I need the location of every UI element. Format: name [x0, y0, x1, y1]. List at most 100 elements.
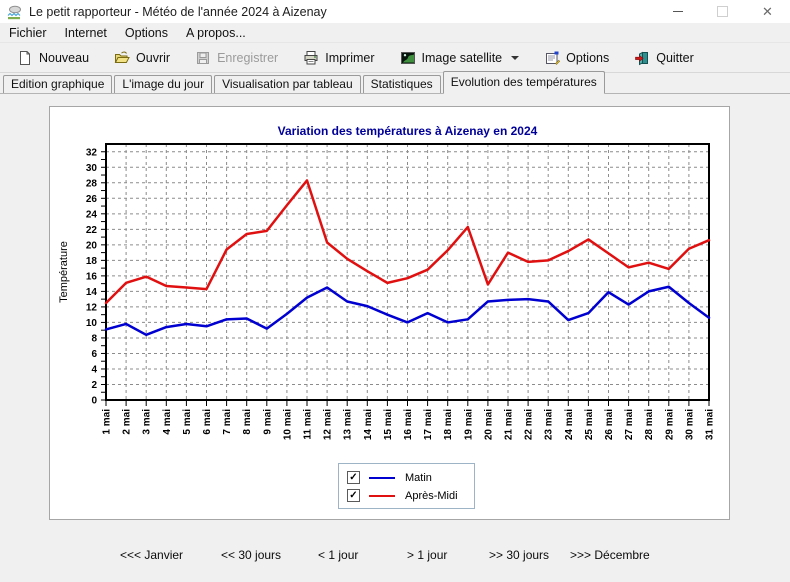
svg-text:22 mai: 22 mai — [524, 409, 535, 440]
quit-button-label: Quitter — [656, 50, 694, 65]
window-title: Le petit rapporteur - Météo de l'année 2… — [29, 4, 327, 19]
svg-text:24 mai: 24 mai — [564, 409, 575, 440]
svg-text:1 mai: 1 mai — [102, 409, 113, 435]
svg-text:26: 26 — [86, 194, 98, 205]
tab-bar: Edition graphique L'image du jour Visual… — [0, 71, 790, 94]
new-document-icon — [20, 50, 30, 65]
close-button[interactable]: ✕ — [745, 0, 790, 23]
toolbar: Nouveau Ouvrir Enregistrer Imprimer — [0, 43, 790, 73]
svg-text:7 mai: 7 mai — [222, 409, 233, 435]
open-button-label: Ouvrir — [136, 50, 171, 65]
new-button-label: Nouveau — [39, 50, 90, 65]
svg-text:2: 2 — [91, 380, 97, 391]
svg-text:Température: Température — [58, 241, 70, 303]
svg-text:4: 4 — [91, 364, 97, 375]
svg-text:14: 14 — [86, 287, 98, 298]
svg-text:16: 16 — [86, 271, 98, 282]
dropdown-arrow-icon[interactable] — [511, 55, 520, 60]
options-icon — [546, 51, 561, 65]
svg-text:29 mai: 29 mai — [664, 409, 675, 440]
nav-forward-1-jour[interactable]: > 1 jour — [407, 548, 448, 562]
svg-text:13 mai: 13 mai — [343, 409, 354, 440]
apres-midi-label: Après-Midi — [405, 489, 458, 502]
quit-button[interactable]: Quitter — [625, 47, 703, 69]
minimize-button[interactable] — [655, 0, 700, 23]
nav-back-30-jours[interactable]: << 30 jours — [221, 548, 282, 562]
maximize-button[interactable] — [700, 0, 745, 23]
svg-text:9 mai: 9 mai — [262, 409, 273, 435]
svg-text:20 mai: 20 mai — [483, 409, 494, 440]
svg-text:2 mai: 2 mai — [122, 409, 133, 435]
svg-text:3 mai: 3 mai — [142, 409, 153, 435]
nav-forward-30-jours[interactable]: >> 30 jours — [489, 548, 550, 562]
new-button[interactable]: Nouveau — [8, 47, 98, 69]
svg-text:30 mai: 30 mai — [684, 409, 695, 440]
svg-text:12 mai: 12 mai — [323, 409, 334, 440]
save-button: Enregistrer — [186, 47, 287, 69]
nav-back-1-jour[interactable]: < 1 jour — [318, 548, 359, 562]
open-button[interactable]: Ouvrir — [105, 47, 179, 69]
svg-text:26 mai: 26 mai — [604, 409, 615, 440]
legend-row-apres-midi: ✓ Après-Midi — [347, 488, 474, 503]
nav-decembre[interactable]: >>> Décembre — [570, 548, 650, 562]
minimize-icon — [672, 11, 683, 12]
options-button[interactable]: Options — [535, 47, 618, 69]
matin-checkbox[interactable]: ✓ — [347, 471, 360, 484]
close-icon: ✕ — [762, 4, 773, 19]
quit-door-icon — [635, 51, 649, 65]
apres-midi-checkbox[interactable]: ✓ — [347, 489, 360, 502]
svg-text:25 mai: 25 mai — [584, 409, 595, 440]
matin-line-sample — [369, 476, 395, 479]
svg-text:0: 0 — [91, 396, 97, 407]
svg-text:23 mai: 23 mai — [544, 409, 555, 440]
open-folder-icon — [114, 51, 130, 63]
svg-text:18 mai: 18 mai — [443, 409, 454, 440]
print-button[interactable]: Imprimer — [294, 47, 383, 69]
svg-text:6: 6 — [91, 349, 97, 360]
svg-text:10: 10 — [86, 318, 98, 329]
svg-text:18: 18 — [86, 256, 98, 267]
svg-text:15 mai: 15 mai — [383, 409, 394, 440]
svg-text:12: 12 — [86, 302, 98, 313]
svg-text:11 mai: 11 mai — [303, 409, 314, 440]
tab-evolution-des-temperatures[interactable]: Evolution des températures — [442, 71, 605, 94]
maximize-icon — [717, 6, 728, 17]
svg-text:Variation des températures à A: Variation des températures à Aizenay en … — [278, 124, 538, 138]
nav-janvier[interactable]: <<< Janvier — [120, 548, 184, 562]
matin-label: Matin — [405, 471, 432, 484]
svg-text:28 mai: 28 mai — [644, 409, 655, 440]
tab-statistiques[interactable]: Statistiques — [362, 75, 441, 93]
svg-text:8: 8 — [91, 333, 97, 344]
window-controls: ✕ — [655, 0, 790, 23]
svg-text:4 mai: 4 mai — [162, 409, 173, 435]
tab-edition-graphique[interactable]: Edition graphique — [3, 75, 113, 93]
tab-visualisation-par-tableau[interactable]: Visualisation par tableau — [214, 75, 361, 93]
chart-legend: ✓ Matin ✓ Après-Midi — [338, 463, 475, 509]
satellite-image-button[interactable]: Image satellite — [391, 47, 529, 69]
svg-text:6 mai: 6 mai — [202, 409, 213, 435]
svg-text:32: 32 — [86, 147, 98, 158]
svg-text:20: 20 — [86, 240, 98, 251]
tab-image-du-jour[interactable]: L'image du jour — [114, 75, 213, 93]
svg-text:16 mai: 16 mai — [403, 409, 414, 440]
svg-text:10 mai: 10 mai — [282, 409, 293, 440]
svg-text:19 mai: 19 mai — [463, 409, 474, 440]
menu-bar: Fichier Internet Options A propos... — [0, 23, 790, 43]
satellite-image-icon — [400, 51, 415, 64]
svg-text:8 mai: 8 mai — [242, 409, 253, 435]
apres-midi-line-sample — [369, 494, 395, 497]
menu-a-propos[interactable]: A propos... — [186, 25, 246, 40]
menu-options[interactable]: Options — [124, 25, 168, 40]
svg-text:14 mai: 14 mai — [363, 409, 374, 440]
chart-panel: 0 2 4 6 8 10 12 14 16 18 20 22 24 26 28 30 32 1 mai 2 mai 3… — [49, 106, 730, 520]
svg-text:27 mai: 27 mai — [624, 409, 635, 440]
app-icon — [7, 5, 21, 19]
menu-fichier[interactable]: Fichier — [9, 25, 47, 40]
satellite-image-button-label: Image satellite — [421, 50, 503, 65]
menu-internet[interactable]: Internet — [64, 25, 107, 40]
svg-text:28: 28 — [86, 178, 98, 189]
svg-text:22: 22 — [86, 225, 98, 236]
svg-text:21 mai: 21 mai — [504, 409, 515, 440]
